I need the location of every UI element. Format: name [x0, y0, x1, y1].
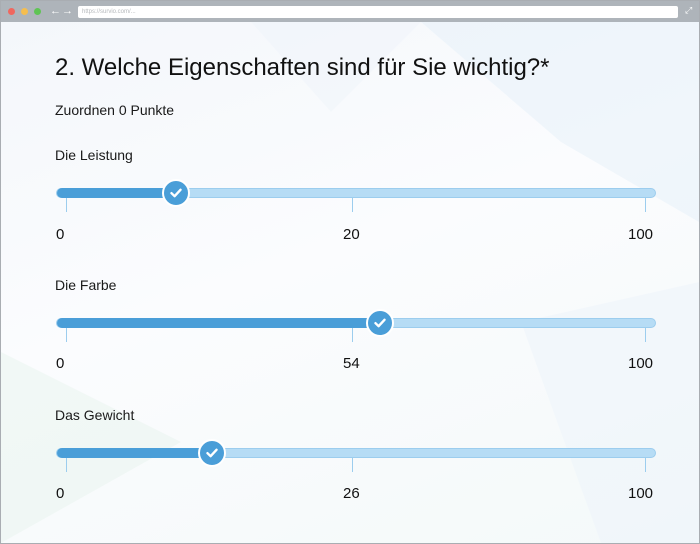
slider-fill	[57, 188, 177, 198]
maximize-window-button[interactable]	[34, 8, 41, 15]
forward-arrow-icon[interactable]: →	[62, 5, 73, 17]
slider-handle[interactable]	[366, 309, 394, 337]
tick-mark	[352, 328, 353, 342]
tick-mark	[645, 458, 646, 472]
tick-mark	[66, 328, 67, 342]
min-label: 0	[56, 226, 65, 243]
address-bar[interactable]: https://survio.com/...	[78, 6, 678, 18]
max-label: 100	[628, 226, 654, 243]
survey-page: 2. Welche Eigenschaften sind für Sie wic…	[1, 22, 699, 543]
value-label: 26	[343, 485, 360, 502]
tick-mark	[645, 328, 646, 342]
checkmark-icon	[206, 448, 218, 458]
tick-mark	[66, 458, 67, 472]
back-arrow-icon[interactable]: ←	[50, 5, 61, 17]
slider-track[interactable]	[56, 318, 656, 328]
tick-mark	[352, 198, 353, 212]
max-label: 100	[628, 485, 654, 502]
slider-label: Die Leistung	[55, 147, 133, 163]
value-label: 54	[343, 355, 360, 372]
tick-mark	[352, 458, 353, 472]
background-pattern	[1, 22, 699, 543]
checkmark-icon	[170, 188, 182, 198]
slider-fill	[57, 318, 381, 328]
close-window-button[interactable]	[8, 8, 15, 15]
tick-mark	[645, 198, 646, 212]
slider-fill	[57, 448, 213, 458]
slider-label: Die Farbe	[55, 277, 117, 293]
slider-handle[interactable]	[198, 439, 226, 467]
expand-icon[interactable]: ⤢	[685, 5, 693, 15]
slider-label: Das Gewicht	[55, 407, 135, 423]
points-label: Zuordnen 0 Punkte	[55, 102, 175, 118]
browser-chrome: ← → https://survio.com/... ⤢	[1, 1, 699, 22]
min-label: 0	[56, 355, 65, 372]
slider-track[interactable]	[56, 448, 656, 458]
value-label: 20	[343, 226, 360, 243]
slider-handle[interactable]	[162, 179, 190, 207]
tick-mark	[66, 198, 67, 212]
minimize-window-button[interactable]	[21, 8, 28, 15]
min-label: 0	[56, 485, 65, 502]
checkmark-icon	[374, 318, 386, 328]
question-title: 2. Welche Eigenschaften sind für Sie wic…	[55, 54, 550, 81]
max-label: 100	[628, 355, 654, 372]
slider-track[interactable]	[56, 188, 656, 198]
